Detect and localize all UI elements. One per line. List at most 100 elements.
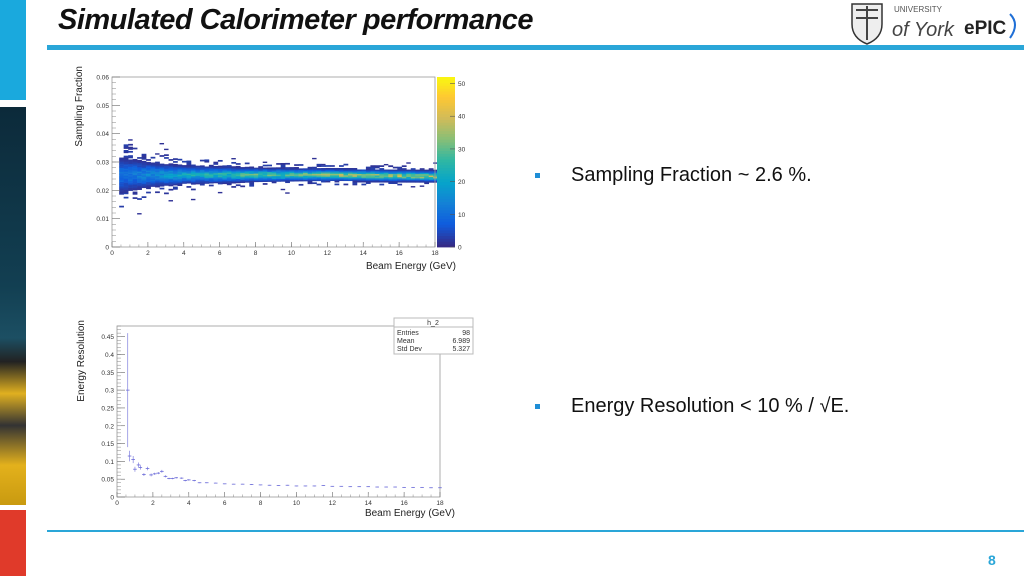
y-tick-label: 0.03 (96, 160, 109, 167)
heatmap-cell (240, 185, 246, 188)
heatmap-cell (280, 177, 286, 179)
heatmap-cell (222, 180, 228, 183)
heatmap-cell (132, 184, 138, 187)
heatmap-cell (168, 200, 174, 202)
heatmap-cell (419, 179, 425, 182)
colorbar-segment (437, 150, 455, 154)
heatmap-cell (208, 170, 214, 173)
heatmap-cell (141, 179, 147, 181)
heatmap-cell (388, 180, 394, 183)
heatmap-cell (208, 184, 214, 187)
heatmap-cell (199, 165, 205, 168)
heatmap-cell (410, 179, 416, 182)
stats-value: 6.989 (452, 338, 470, 345)
heatmap-cell (150, 176, 156, 179)
colorbar-segment (437, 201, 455, 205)
heatmap-cell (262, 180, 268, 182)
heatmap-cell (419, 171, 425, 173)
heatmap-cell (262, 174, 268, 177)
heatmap-cell (164, 179, 169, 182)
heatmap-cell (392, 178, 398, 180)
heatmap-cell (137, 171, 142, 173)
stats-value: 98 (462, 330, 470, 337)
heatmap-cell (410, 176, 416, 179)
heatmap-cell (294, 164, 299, 166)
y-tick-label: 0.02 (96, 188, 109, 195)
heatmap-cell (388, 178, 394, 180)
heatmap-cell (159, 165, 165, 167)
heatmap-cell (123, 178, 129, 181)
heatmap-cell (155, 178, 160, 181)
heatmap-cell (177, 178, 183, 181)
colorbar-segment (437, 235, 455, 239)
heatmap-cell (401, 165, 407, 168)
heatmap-cell (177, 164, 183, 167)
heatmap-cell (155, 153, 160, 155)
heatmap-cell (199, 178, 205, 180)
heatmap-cell (159, 155, 165, 157)
heatmap-cell (343, 169, 349, 172)
colorbar-segment (437, 227, 455, 231)
heatmap-cell (186, 171, 192, 174)
heatmap-cell (352, 170, 358, 173)
heatmap-cell (424, 169, 430, 172)
heatmap-cell (370, 176, 376, 179)
heatmap-cell (150, 170, 156, 173)
heatmap-cell (159, 180, 165, 183)
page-number: 8 (988, 552, 996, 568)
heatmap-cell (294, 169, 299, 172)
colorbar-segment (437, 230, 455, 234)
heatmap-cell (303, 178, 308, 180)
heatmap-cell (123, 145, 129, 148)
heatmap-cell (410, 169, 416, 172)
heatmap-cell (222, 171, 228, 173)
heatmap-cell (208, 164, 214, 167)
heatmap-cell (168, 168, 174, 171)
heatmap-cell (173, 178, 178, 180)
heatmap-cell (231, 176, 237, 178)
heatmap-cell (150, 156, 156, 159)
heatmap-cell (280, 179, 286, 182)
heatmap-cell (190, 171, 196, 174)
heatmap-cell (249, 179, 255, 181)
heatmap-cell (235, 167, 241, 170)
heatmap-cell (204, 179, 210, 181)
heatmap-cell (132, 183, 138, 185)
heatmap-cell (249, 182, 255, 184)
colorbar-segment (437, 167, 455, 171)
colorbar-segment (437, 193, 455, 197)
heatmap-cell (419, 176, 425, 179)
heatmap-cell (123, 188, 129, 190)
heatmap-cell (253, 173, 259, 176)
heatmap-cell (128, 143, 133, 146)
heatmap-cell (164, 172, 169, 175)
heatmap-cell (128, 189, 133, 191)
heatmap-cell (285, 162, 290, 165)
heatmap-cell (415, 178, 421, 180)
heatmap-cell (352, 180, 358, 183)
heatmap-cell (338, 177, 344, 180)
heatmap-cell (231, 158, 236, 160)
heatmap-cell (226, 173, 232, 176)
heatmap-cell (289, 172, 295, 175)
heatmap-cell (164, 169, 169, 172)
heatmap-cell (303, 168, 308, 171)
heatmap-cell (128, 148, 133, 150)
heatmap-cell (325, 175, 331, 177)
heatmap-cell (159, 177, 165, 180)
heatmap-cell (401, 173, 407, 176)
heatmap-cell (361, 177, 367, 180)
heatmap-cell (128, 175, 133, 177)
heatmap-cell (428, 171, 434, 173)
bullet-sampling-fraction: Sampling Fraction ~ 2.6 %. (571, 164, 812, 186)
heatmap-cell (383, 179, 389, 182)
heatmap-cell (289, 179, 295, 182)
heatmap-cell (132, 164, 138, 167)
heatmap-cell (276, 163, 281, 165)
y-tick-label: 0.05 (101, 477, 114, 484)
heatmap-cell (168, 170, 174, 173)
heatmap-cell (276, 167, 281, 170)
decor-strip-cyan (0, 0, 26, 100)
colorbar-segment (437, 130, 455, 135)
heatmap-cell (137, 159, 142, 162)
